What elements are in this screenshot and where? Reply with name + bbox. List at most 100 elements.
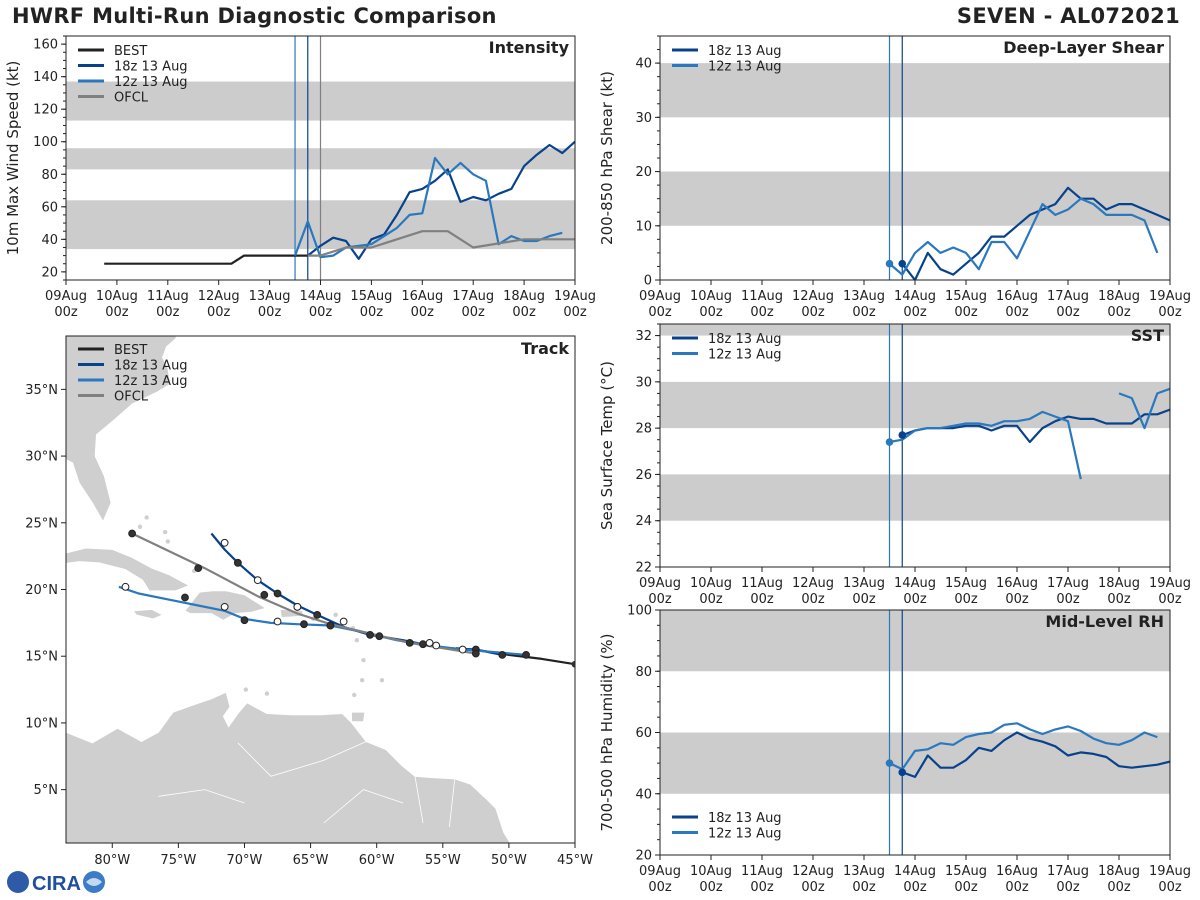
intensity-xtick-label: 18Aug [503, 289, 545, 304]
rh-title: Mid-Level RH [1045, 612, 1164, 631]
border-line-3 [414, 776, 424, 824]
shear-xtick-label: 10Aug [690, 289, 732, 304]
shear-xtick-sublabel: 00z [648, 305, 672, 320]
island-16 [333, 612, 338, 618]
rh-start-marker-12z [885, 759, 894, 767]
intensity-xtick-label: 12Aug [198, 289, 240, 304]
sst-xtick-sublabel: 00z [648, 592, 672, 607]
rh-xtick-label: 18Aug [1098, 864, 1140, 879]
track-ytick-label: 10°N [25, 716, 58, 731]
intensity-legend-label-run18z: 18z 13 Aug [114, 60, 188, 75]
sst-xtick-sublabel: 00z [903, 592, 927, 607]
track-marker-run12z [121, 582, 130, 591]
shear-start-marker-12z [885, 259, 894, 268]
intensity-xtick-sublabel: 00z [258, 305, 282, 320]
rh-series-run12z-1 [889, 722, 1158, 771]
sst-xtick-label: 18Aug [1098, 576, 1140, 591]
track-marker-run12z [522, 650, 530, 659]
rh-xtick-sublabel: 00z [954, 880, 978, 895]
rh-band-1 [660, 610, 1170, 672]
rh-xtick-sublabel: 00z [903, 880, 927, 895]
shear-xtick-label: 16Aug [996, 289, 1038, 304]
shear-xtick-sublabel: 00z [750, 305, 774, 320]
rh-xtick-label: 16Aug [996, 864, 1038, 879]
sst-xtick-sublabel: 00z [1005, 592, 1029, 607]
island-3 [162, 529, 168, 535]
shear-xtick-sublabel: 00z [699, 305, 723, 320]
rh-xtick-label: 19Aug [1149, 864, 1191, 879]
intensity-xtick-sublabel: 00z [563, 305, 587, 320]
storm-title: SEVEN - AL072021 [956, 4, 1180, 28]
track-ytick-label: 5°N [34, 783, 59, 798]
track-marker-run18z [419, 640, 427, 649]
shear-legend-label-run18z: 18z 13 Aug [708, 44, 782, 59]
panel-track: 80°W 75°W 70°W 65°W 60°W 55°W 50°W 45°W 5°N 10°N 1… [25, 335, 593, 868]
rh-start-marker-18z [898, 768, 907, 777]
track-marker-run18z [313, 610, 322, 619]
intensity-ytick-label: 120 [33, 103, 58, 118]
sst-series-run12z-2 [1118, 387, 1170, 430]
cira-logo-text: CIRA [32, 873, 81, 895]
track-xtick-label: 50°W [491, 853, 527, 868]
intensity-xtick-label: 15Aug [350, 289, 392, 304]
rh-ytick-label: 100 [627, 604, 652, 619]
sst-xtick-label: 15Aug [945, 576, 987, 591]
rh-ylabel: 700-500 hPa Humidity (%) [598, 633, 616, 831]
island-9 [361, 658, 366, 663]
track-marker-run12z [458, 645, 467, 654]
track-marker-run12z [300, 620, 308, 629]
landmass-cuba [66, 547, 190, 592]
intensity-xtick-sublabel: 00z [309, 305, 333, 320]
island-14 [264, 691, 270, 696]
intensity-ytick-label: 80 [41, 168, 58, 183]
track-marker-ofcl [128, 529, 137, 538]
track-marker-ofcl [471, 649, 480, 658]
sst-band-1 [660, 381, 1170, 429]
rh-legend-label-run12z: 12z 13 Aug [708, 827, 782, 842]
intensity-legend-label-best: BEST [114, 44, 147, 59]
sst-xtick-sublabel: 00z [1158, 592, 1182, 607]
shear-ytick-label: 30 [635, 111, 652, 126]
rh-xtick-label: 17Aug [1047, 864, 1089, 879]
track-ytick-label: 30°N [25, 450, 58, 465]
landmass-jamaica [132, 609, 164, 620]
rh-xtick-sublabel: 00z [648, 880, 672, 895]
track-landmasses [66, 336, 511, 843]
shear-xtick-sublabel: 00z [1056, 305, 1080, 320]
track-marker-run18z [498, 650, 507, 659]
sst-xtick-label: 16Aug [996, 576, 1038, 591]
track-marker-run12z [220, 602, 229, 611]
shear-band-1 [660, 63, 1170, 118]
intensity-xtick-sublabel: 00z [207, 305, 231, 320]
shear-start-marker-18z [898, 259, 907, 268]
track-marker-ofcl [432, 641, 441, 650]
shear-xtick-label: 09Aug [639, 289, 681, 304]
rh-xtick-sublabel: 00z [1107, 880, 1131, 895]
intensity-xtick-label: 10Aug [96, 289, 138, 304]
intensity-series-run18z-1 [307, 140, 575, 260]
rh-xtick-sublabel: 00z [852, 880, 876, 895]
track-marker-run12z [273, 617, 282, 626]
track-marker-ofcl [326, 621, 335, 630]
panel-rh: 09Aug00z10Aug00z11Aug00z12Aug00z13Aug00z… [598, 604, 1191, 896]
track-xtick-label: 80°W [94, 853, 130, 868]
intensity-ytick-label: 100 [33, 135, 58, 150]
shear-xtick-sublabel: 00z [1107, 305, 1131, 320]
sst-xtick-label: 12Aug [792, 576, 834, 591]
island-2 [165, 539, 170, 544]
sst-xtick-label: 09Aug [639, 576, 681, 591]
track-xtick-label: 75°W [160, 853, 196, 868]
cira-swirl-shape [86, 878, 102, 886]
sst-xtick-sublabel: 00z [801, 592, 825, 607]
intensity-xtick-sublabel: 00z [156, 305, 180, 320]
rh-band-0 [660, 732, 1170, 794]
track-xtick-label: 45°W [557, 853, 593, 868]
track-xtick-label: 55°W [425, 853, 461, 868]
cira-globe-icon [7, 871, 29, 893]
sst-xtick-sublabel: 00z [750, 592, 774, 607]
island-11 [379, 678, 385, 683]
intensity-legend-label-run12z: 12z 13 Aug [114, 75, 188, 90]
shear-ytick-label: 20 [635, 165, 652, 180]
intensity-xtick-label: 16Aug [401, 289, 443, 304]
